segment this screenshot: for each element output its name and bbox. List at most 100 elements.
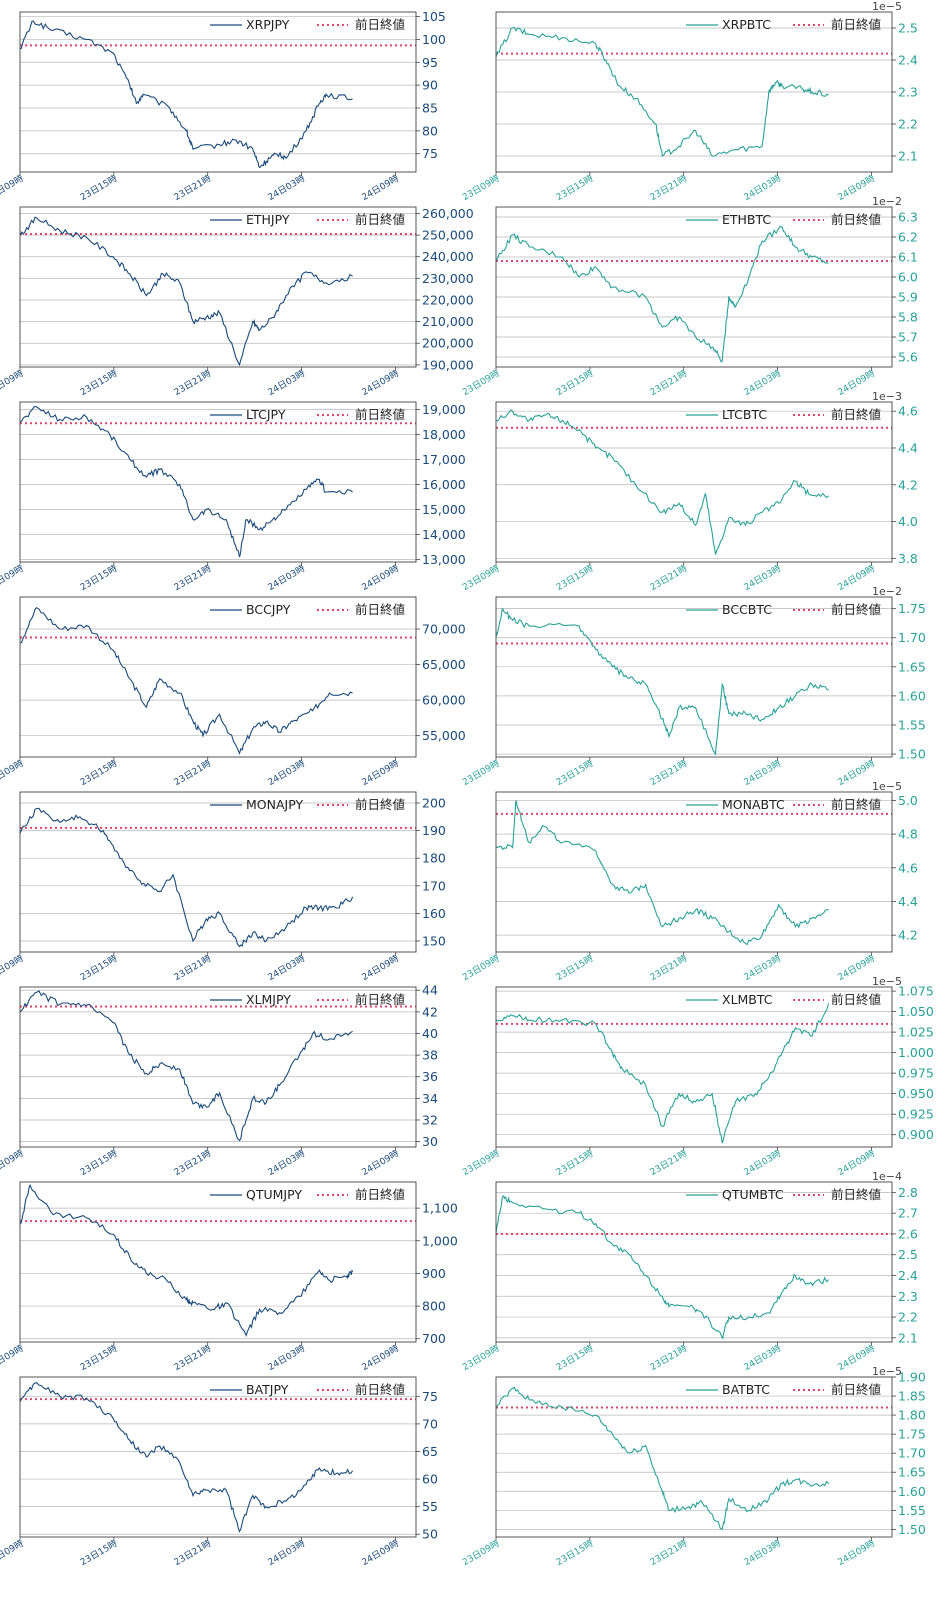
x-tick-label: 23日21時 bbox=[648, 1343, 689, 1373]
x-tick-label: 24日09時 bbox=[836, 953, 877, 983]
y-tick-label: 80 bbox=[422, 123, 438, 138]
x-tick-label: 23日09時 bbox=[0, 1538, 25, 1568]
y-exponent-label: 1e−5 bbox=[872, 975, 902, 988]
chart-ethjpy: 190,000 200,000 210,000 220,000 230,000 240,0… bbox=[0, 206, 474, 398]
legend-series-label: BCCBTC bbox=[722, 602, 772, 617]
plot-frame bbox=[19, 596, 417, 758]
series-line-monabtc bbox=[495, 800, 829, 946]
legend-series-label: QTUMBTC bbox=[722, 1187, 784, 1202]
y-tick-label: 0.900 bbox=[898, 1127, 934, 1142]
chart-ethbtc: 5.6 5.7 5.8 5.9 6.0 6.1 6.2 6.3 23日09時 23日15時 23日2… bbox=[461, 195, 918, 398]
x-tick-label: 23日09時 bbox=[461, 173, 502, 203]
legend-series-label: XLMBTC bbox=[722, 992, 773, 1007]
y-tick-label: 1.65 bbox=[898, 659, 926, 674]
series-line-bccjpy bbox=[19, 607, 353, 756]
chart-xrpbtc: 2.1 2.2 2.3 2.4 2.5 23日09時 23日15時 23日21時 24日03時 2… bbox=[461, 0, 918, 203]
y-tick-label: 5.0 bbox=[898, 793, 918, 808]
y-tick-label: 38 bbox=[422, 1048, 438, 1063]
plot-frame bbox=[19, 11, 417, 173]
legend: XLMJPY 前日終値 bbox=[210, 992, 405, 1007]
y-tick-label: 60,000 bbox=[422, 693, 466, 708]
y-tick-label: 2.4 bbox=[898, 53, 918, 68]
y-tick-label: 1.75 bbox=[898, 1427, 926, 1442]
legend-ref-label: 前日終値 bbox=[355, 797, 405, 812]
y-tick-label: 42 bbox=[422, 1004, 438, 1019]
y-tick-label: 190 bbox=[422, 823, 446, 838]
x-tick-label: 24日09時 bbox=[360, 1148, 401, 1178]
chart-ltcjpy: 13,000 14,000 15,000 16,000 17,000 18,000 19,0… bbox=[0, 401, 466, 593]
legend: LTCBTC 前日終値 bbox=[686, 407, 881, 422]
y-exponent-label: 1e−2 bbox=[872, 585, 902, 598]
chart-xlmjpy: 30 32 34 36 38 40 42 44 23日09時 23日15時 23日21時 24日03時… bbox=[0, 983, 438, 1178]
plot-frame bbox=[495, 596, 893, 758]
series-line-qtumbtc bbox=[495, 1195, 829, 1339]
y-tick-label: 160 bbox=[422, 906, 446, 921]
y-tick-label: 190,000 bbox=[422, 357, 474, 372]
series-line-bccbtc bbox=[495, 607, 829, 756]
y-tick-label: 1.55 bbox=[898, 1503, 926, 1518]
x-tick-label: 24日09時 bbox=[836, 1538, 877, 1568]
legend-ref-label: 前日終値 bbox=[831, 797, 881, 812]
y-tick-label: 0.975 bbox=[898, 1066, 934, 1081]
y-tick-label: 4.8 bbox=[898, 827, 918, 842]
x-tick-label: 23日09時 bbox=[0, 173, 25, 203]
y-tick-label: 1.65 bbox=[898, 1465, 926, 1480]
y-tick-label: 800 bbox=[422, 1299, 446, 1314]
y-tick-label: 2.5 bbox=[898, 21, 918, 36]
x-tick-label: 24日03時 bbox=[266, 758, 307, 788]
x-tick-label: 23日21時 bbox=[172, 1538, 213, 1568]
legend: BCCBTC 前日終値 bbox=[686, 602, 881, 617]
y-tick-label: 0.950 bbox=[898, 1086, 934, 1101]
y-exponent-label: 1e−5 bbox=[872, 1365, 902, 1378]
legend-series-label: LTCJPY bbox=[246, 407, 286, 422]
plot-frame bbox=[19, 401, 417, 563]
x-tick-label: 24日09時 bbox=[836, 1343, 877, 1373]
y-tick-label: 1.60 bbox=[898, 1484, 926, 1499]
x-tick-label: 23日15時 bbox=[78, 758, 119, 788]
y-tick-label: 1.90 bbox=[898, 1370, 926, 1385]
x-tick-label: 23日15時 bbox=[78, 1538, 119, 1568]
y-tick-label: 105 bbox=[422, 9, 446, 24]
y-tick-label: 36 bbox=[422, 1069, 438, 1084]
legend-series-label: MONAJPY bbox=[246, 797, 303, 812]
legend: BATBTC 前日終値 bbox=[686, 1382, 881, 1397]
y-tick-label: 4.2 bbox=[898, 928, 918, 943]
x-tick-label: 24日09時 bbox=[360, 953, 401, 983]
legend: BCCJPY 前日終値 bbox=[210, 602, 405, 617]
x-tick-label: 24日09時 bbox=[360, 173, 401, 203]
series-line-xlmjpy bbox=[19, 990, 353, 1142]
x-tick-label: 23日15時 bbox=[78, 563, 119, 593]
y-tick-label: 5.6 bbox=[898, 350, 918, 365]
series-line-batjpy bbox=[19, 1381, 354, 1533]
y-tick-label: 5.8 bbox=[898, 310, 918, 325]
plot-frame bbox=[19, 791, 417, 953]
y-tick-label: 4.4 bbox=[898, 440, 918, 455]
x-tick-label: 23日09時 bbox=[461, 1538, 502, 1568]
chart-monabtc: 4.2 4.4 4.6 4.8 5.0 23日09時 23日15時 23日21時 24日03時 2… bbox=[461, 780, 918, 983]
y-tick-label: 2.2 bbox=[898, 117, 918, 132]
legend: ETHBTC 前日終値 bbox=[686, 212, 881, 227]
y-tick-label: 13,000 bbox=[422, 552, 466, 567]
series-line-batbtc bbox=[495, 1386, 829, 1531]
x-tick-label: 23日21時 bbox=[648, 953, 689, 983]
y-tick-label: 6.2 bbox=[898, 230, 918, 245]
x-tick-label: 23日09時 bbox=[461, 368, 502, 398]
y-tick-label: 250,000 bbox=[422, 228, 474, 243]
x-tick-label: 23日15時 bbox=[78, 1343, 119, 1373]
legend: ETHJPY 前日終値 bbox=[210, 212, 405, 227]
x-tick-label: 23日09時 bbox=[0, 1343, 25, 1373]
legend-ref-label: 前日終値 bbox=[355, 1382, 405, 1397]
y-tick-label: 170 bbox=[422, 878, 446, 893]
y-tick-label: 1.050 bbox=[898, 1004, 934, 1019]
x-tick-label: 23日15時 bbox=[78, 368, 119, 398]
chart-bccjpy: 55,000 60,000 65,000 70,000 23日09時 23日15時 23日2… bbox=[0, 596, 466, 788]
x-tick-label: 23日21時 bbox=[648, 173, 689, 203]
plot-frame bbox=[19, 206, 417, 368]
legend-ref-label: 前日終値 bbox=[831, 602, 881, 617]
x-tick-label: 23日21時 bbox=[172, 368, 213, 398]
legend-ref-label: 前日終値 bbox=[831, 1187, 881, 1202]
x-tick-label: 23日15時 bbox=[554, 1343, 595, 1373]
x-tick-label: 24日03時 bbox=[266, 953, 307, 983]
legend-ref-label: 前日終値 bbox=[355, 407, 405, 422]
